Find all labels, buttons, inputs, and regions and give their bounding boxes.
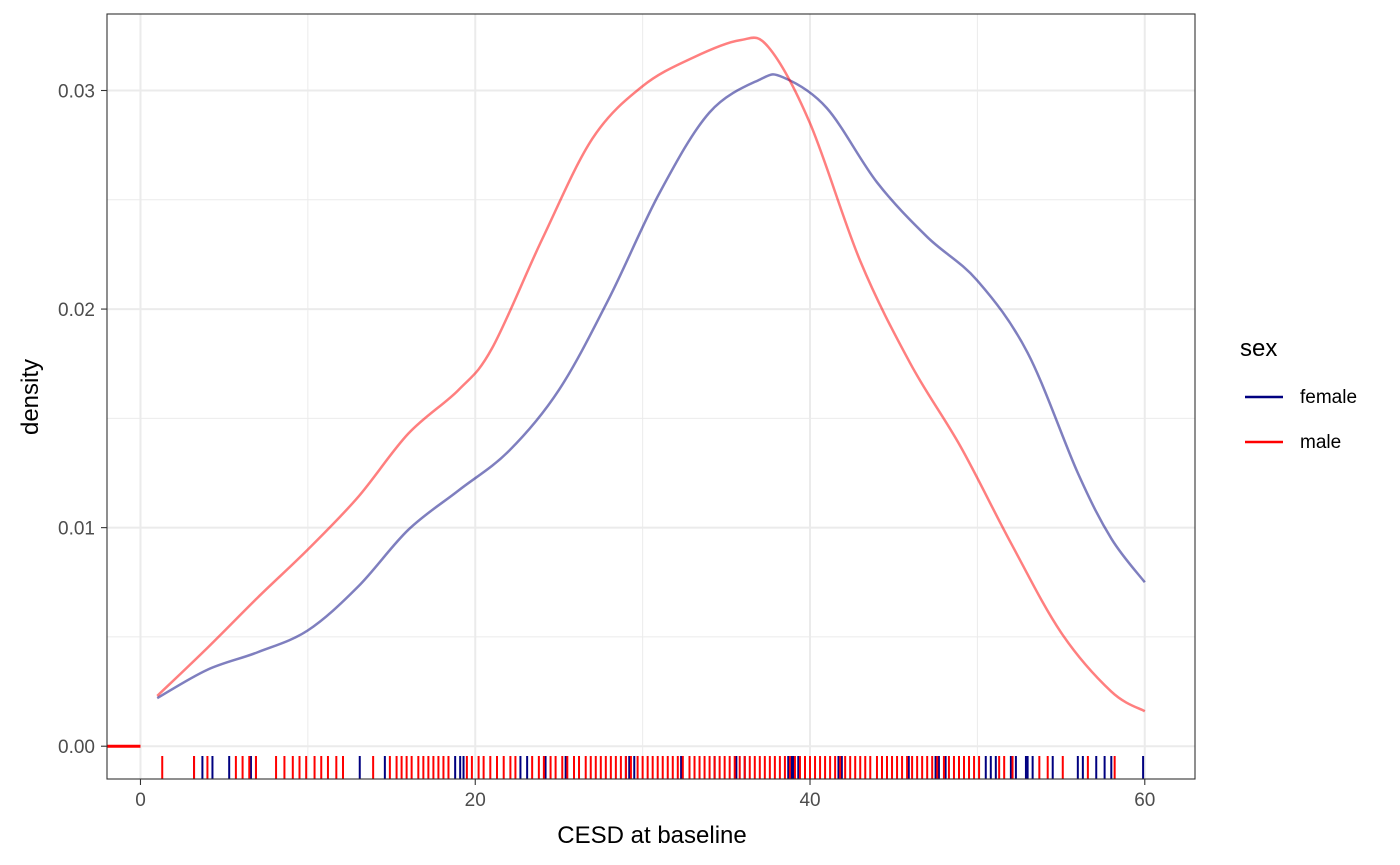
panel-border: [106, 13, 1196, 780]
legend-title: sex: [1240, 335, 1277, 362]
rug-marks: [107, 744, 1145, 779]
x-tick-label: 40: [799, 790, 820, 811]
gridlines: [107, 14, 1195, 779]
x-tick-label: 20: [465, 790, 486, 811]
x-tick-label: 60: [1134, 790, 1155, 811]
y-axis-title: density: [17, 359, 44, 435]
y-tick-label: 0.00: [58, 737, 95, 758]
legend-item-male: male: [1245, 432, 1341, 453]
x-tick-label: 0: [135, 790, 146, 811]
legend-label-male: male: [1300, 432, 1341, 453]
panel-background: [107, 14, 1195, 779]
legend-label-female: female: [1300, 387, 1357, 408]
axis-ticks: 0 20 40 60 0.00 0.01 0.02 0.03: [58, 82, 1155, 812]
density-lines: [156, 36, 1146, 713]
y-tick-label: 0.02: [58, 300, 95, 321]
legend: sex female male: [1240, 335, 1357, 453]
y-tick-label: 0.01: [58, 519, 95, 540]
density-line-male: [156, 36, 1146, 713]
density-line-female: [156, 73, 1146, 700]
legend-item-female: female: [1245, 387, 1357, 408]
x-axis-title: CESD at baseline: [557, 822, 746, 849]
y-tick-label: 0.03: [58, 82, 95, 103]
